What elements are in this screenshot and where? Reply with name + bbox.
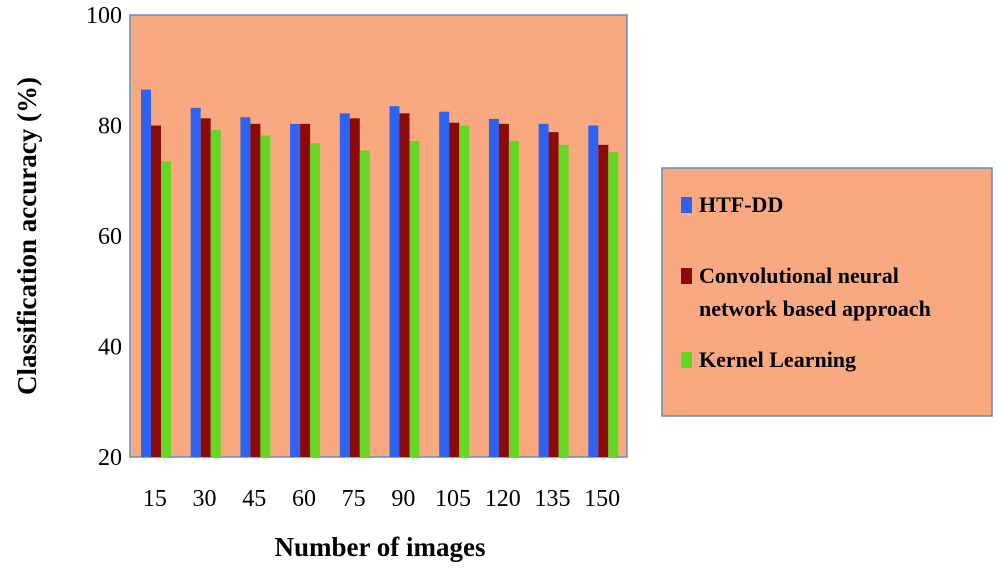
y-tick-label: 40 (98, 335, 122, 361)
bar-convolutional-neural-network-based-approach-15 (151, 125, 161, 457)
y-tick-label: 20 (98, 445, 122, 471)
bar-htf-dd-60 (290, 123, 301, 457)
bar-htf-dd-45 (240, 117, 251, 458)
bar-htf-dd-30 (190, 107, 201, 457)
legend-box (661, 167, 993, 417)
bar-htf-dd-150 (588, 125, 599, 457)
bar-kernel-learning-90 (409, 140, 420, 457)
bar-htf-dd-75 (339, 113, 350, 457)
bar-kernel-learning-135 (558, 144, 569, 457)
bar-convolutional-neural-network-based-approach-120 (498, 123, 509, 457)
y-tick-label: 60 (98, 224, 122, 250)
x-tick-label: 150 (584, 486, 620, 512)
legend-marker-htf-dd (681, 197, 692, 213)
x-tick-label: 45 (242, 486, 266, 512)
x-tick-label: 60 (292, 486, 316, 512)
y-tick-label: 100 (86, 3, 122, 29)
bar-convolutional-neural-network-based-approach-150 (598, 144, 609, 457)
bar-convolutional-neural-network-based-approach-60 (300, 123, 311, 457)
x-tick-label: 120 (485, 486, 521, 512)
legend-marker-convolutional-neural-network-based-approach (681, 268, 692, 284)
bar-convolutional-neural-network-based-approach-45 (250, 123, 261, 457)
bar-htf-dd-15 (141, 89, 151, 458)
bar-convolutional-neural-network-based-approach-90 (399, 113, 410, 457)
bar-convolutional-neural-network-based-approach-75 (349, 118, 360, 457)
x-axis-ticks: 15 30 45 60 75 90 105 120 135 150 (143, 486, 620, 512)
bar-convolutional-neural-network-based-approach-30 (200, 118, 211, 457)
legend-marker-kernel-learning (681, 352, 692, 368)
legend-items: HTF-DD Convolutional neural network based … (681, 192, 931, 372)
legend-label: Convolutional neural (699, 263, 899, 288)
legend: HTF-DD Convolutional neural network based … (661, 167, 993, 417)
bar-htf-dd-105 (439, 111, 450, 457)
bar-kernel-learning-105 (459, 125, 470, 457)
bar-htf-dd-135 (538, 123, 549, 457)
bars-group (141, 89, 619, 458)
legend-label: network based approach (699, 296, 931, 321)
bar-kernel-learning-75 (359, 150, 370, 458)
bar-kernel-learning-60 (310, 143, 321, 457)
legend-label: HTF-DD (699, 192, 783, 217)
bar-kernel-learning-30 (210, 129, 221, 458)
x-tick-label: 135 (534, 486, 570, 512)
bar-kernel-learning-45 (260, 135, 271, 457)
x-tick-label: 75 (342, 486, 366, 512)
x-axis-label: Number of images (275, 532, 486, 562)
x-tick-label: 105 (435, 486, 471, 512)
bar-htf-dd-90 (389, 106, 400, 457)
y-axis-ticks: 20 40 60 80 100 (86, 3, 122, 471)
x-tick-label: 90 (391, 486, 415, 512)
bar-htf-dd-120 (488, 118, 499, 458)
bar-convolutional-neural-network-based-approach-105 (449, 122, 460, 458)
x-tick-label: 30 (193, 486, 217, 512)
bar-kernel-learning-150 (608, 152, 619, 457)
x-tick-label: 15 (143, 486, 167, 512)
bar-kernel-learning-120 (508, 140, 519, 457)
y-axis-label: Classification accuracy (%) (12, 77, 42, 395)
y-tick-label: 80 (98, 114, 122, 140)
bar-convolutional-neural-network-based-approach-135 (548, 132, 559, 457)
legend-label: Kernel Learning (699, 347, 856, 372)
bar-kernel-learning-15 (161, 161, 171, 457)
